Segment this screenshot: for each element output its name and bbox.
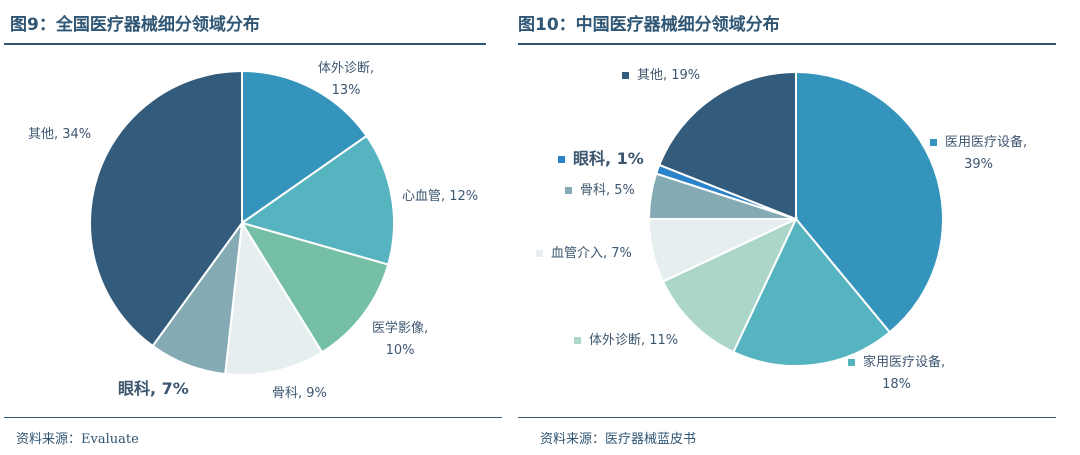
label-left-4: 眼科, 7% [118,379,189,398]
label-right-1: 家用医疗设备, 18% [848,352,945,396]
legend-swatch [848,359,855,366]
pie-slice-体外诊断 [241,69,368,225]
pie-slice-其他 [89,69,243,348]
chart-title-right: 图10：中国医疗器械细分领域分布 [518,15,780,35]
title-divider-right [518,43,1056,45]
label-left-1: 心血管, 12% [402,189,479,204]
pie-slice-其他 [658,70,797,221]
pie-slice-医学影像 [239,221,390,354]
pie-slice-家用医疗设备 [732,217,892,367]
label-left-5: 其他, 34% [28,127,92,142]
source-right: 资料来源：医疗器械蓝皮书 [540,432,697,447]
pie-slice-体外诊断 [661,216,799,354]
label-left-0: 体外诊断, 13% [318,61,375,98]
pie-slice-医用医疗设备 [795,70,944,334]
legend-swatch [622,72,629,79]
legend-swatch [565,187,572,194]
legend-swatch [558,156,565,163]
legend-swatch [930,139,937,146]
label-right-4: 骨科, 5% [565,180,635,202]
label-right-3: 血管介入, 7% [536,243,632,265]
chart-title-left: 图9：全国医疗器械细分领域分布 [10,15,260,35]
pie-slice-心血管 [239,134,395,266]
legend-swatch [536,250,543,257]
label-left-3: 骨科, 9% [272,386,327,401]
footer-divider-right [518,417,1056,418]
footer-divider-left [4,417,502,418]
label-left-2: 医学影像, 10% [372,321,429,358]
pie-slice-骨科 [224,220,324,376]
label-right-5: 眼科, 1% [558,148,644,170]
label-right-2: 体外诊断, 11% [574,330,678,352]
legend-swatch [574,337,581,344]
title-divider-left [4,43,486,45]
label-right-0: 医用医疗设备, 39% [930,132,1027,176]
source-left: 资料来源：Evaluate [16,432,139,447]
label-right-6: 其他, 19% [622,65,700,87]
